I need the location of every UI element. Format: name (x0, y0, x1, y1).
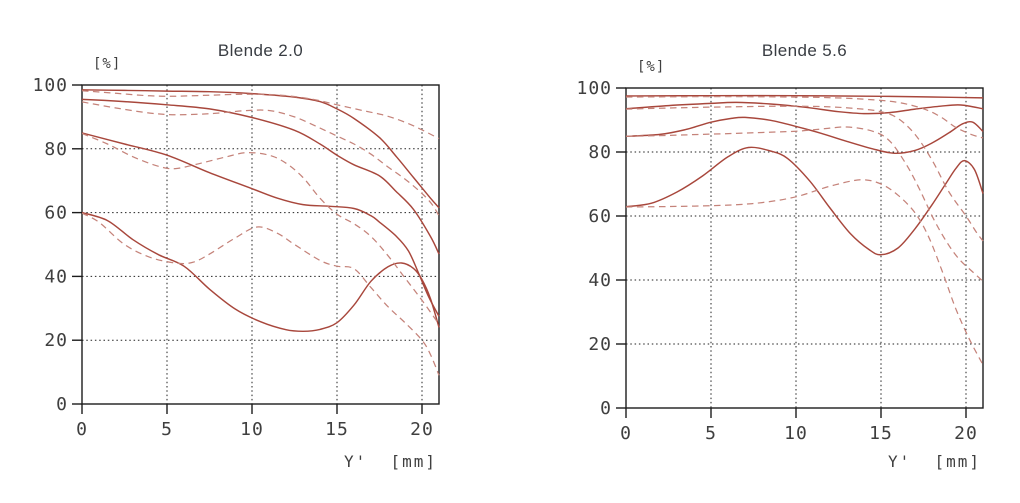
x-tick-label: 0 (76, 419, 88, 440)
x-axis-label: Y' [mm] (343, 452, 437, 471)
mtf-curve-dashed-2 (82, 101, 440, 217)
x-tick-label: 5 (161, 419, 173, 440)
chart-title: Blende 2.0 (217, 41, 304, 60)
x-axis-label: Y' [mm] (887, 452, 981, 471)
mtf-curve-solid-4 (626, 146, 984, 256)
mtf-curve-solid-3 (82, 132, 440, 317)
x-tick-label: 0 (620, 423, 632, 444)
y-tick-label: 40 (44, 266, 68, 287)
y-tick-label: 0 (600, 398, 612, 419)
axis-frame (81, 84, 440, 405)
y-tick-label: 100 (32, 75, 68, 96)
x-tick-label: 15 (869, 423, 893, 444)
chart-title: Blende 5.6 (761, 41, 848, 60)
y-tick-label: 40 (588, 270, 612, 291)
mtf-curve-dashed-4 (626, 179, 984, 366)
y-tick-label: 60 (44, 203, 68, 224)
mtf-curve-solid-3 (626, 116, 984, 155)
y-tick-label: 20 (588, 334, 612, 355)
mtf-curve-dashed-1 (82, 90, 440, 140)
x-tick-label: 20 (954, 423, 978, 444)
mtf-curve-solid-2 (82, 98, 440, 255)
y-axis-unit-label: [%] (93, 56, 122, 72)
mtf-curve-solid-2 (626, 101, 984, 115)
mtf-chart-right: Blende 5.6 [%] 0 20 40 60 80 100 0 5 10 15 20 Y' [… (510, 0, 1020, 503)
y-tick-label: 80 (44, 139, 68, 160)
mtf-curve-solid-1 (626, 94, 984, 99)
axis-frame (625, 87, 984, 409)
y-tick-label: 0 (56, 394, 68, 415)
y-tick-label: 60 (588, 206, 612, 227)
mtf-curve-dashed-3 (82, 132, 440, 325)
mtf-chart-left: Blende 2.0 [%] 0 20 40 60 80 100 0 5 10 15 20 Y' [… (32, 41, 440, 471)
plot-area: 0 20 40 60 80 100 0 5 10 15 20 (576, 78, 984, 444)
x-tick-label: 15 (325, 419, 349, 440)
x-tick-label: 10 (784, 423, 808, 444)
mtf-curve-solid-1 (82, 89, 440, 209)
x-tick-label: 20 (410, 419, 434, 440)
y-axis-unit-label: [%] (637, 59, 666, 75)
y-tick-label: 20 (44, 330, 68, 351)
x-tick-label: 5 (705, 423, 717, 444)
mtf-curve-dashed-2 (626, 105, 984, 242)
y-tick-label: 80 (588, 142, 612, 163)
mtf-curve-solid-4 (82, 211, 440, 333)
y-tick-label: 100 (576, 78, 612, 99)
plot-area: 0 20 40 60 80 100 0 5 10 15 20 (32, 75, 440, 440)
x-tick-label: 10 (240, 419, 264, 440)
mtf-curve-dashed-1 (626, 95, 984, 139)
mtf-curve-dashed-4 (82, 212, 440, 376)
mtf-curve-dashed-3 (626, 126, 984, 282)
